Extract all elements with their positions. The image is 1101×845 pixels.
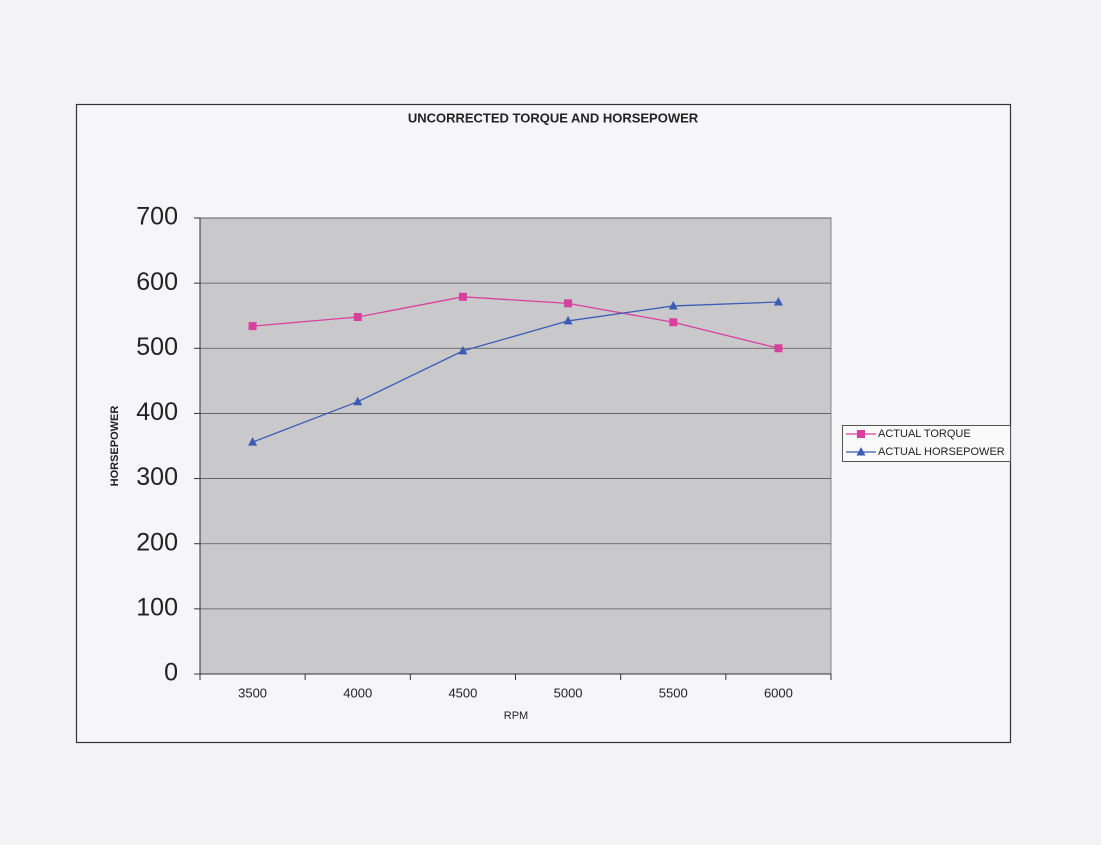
data-point [248, 437, 258, 446]
y-tick-label: 300 [136, 463, 178, 491]
y-tick-label: 200 [136, 528, 178, 556]
y-axis-title: HORSEPOWER [109, 406, 121, 487]
data-point [668, 300, 678, 310]
legend-label: ACTUAL TORQUE [878, 428, 971, 440]
data-point [564, 299, 573, 308]
y-tick-label: 600 [136, 268, 178, 296]
legend-marker [857, 430, 865, 438]
data-point [773, 297, 783, 306]
y-tick-label: 500 [136, 333, 178, 361]
data-point [458, 292, 467, 301]
y-tick-label: 400 [136, 398, 178, 426]
data-point [774, 344, 783, 353]
x-tick-label: 4000 [343, 685, 372, 700]
data-point [458, 345, 468, 355]
data-point [248, 322, 257, 331]
plot-area [199, 217, 832, 675]
x-tick-label: 6000 [764, 685, 793, 700]
data-point [353, 313, 362, 322]
legend-box [842, 425, 1011, 462]
y-tick-label: 0 [164, 659, 178, 687]
legend-label: ACTUAL HORSEPOWER [878, 446, 1005, 458]
y-tick-label: 700 [136, 203, 178, 231]
chart-title: UNCORRECTED TORQUE AND HORSEPOWER [408, 110, 699, 125]
series-line [252, 301, 779, 443]
x-tick-label: 5500 [659, 685, 688, 700]
x-tick-label: 5000 [554, 685, 583, 700]
x-axis-title: RPM [504, 710, 528, 722]
data-point [353, 396, 363, 406]
data-point [563, 315, 573, 325]
legend-marker [856, 447, 866, 456]
y-tick-label: 100 [136, 593, 178, 621]
x-tick-label: 3500 [238, 685, 267, 700]
data-point [669, 318, 678, 327]
x-tick-label: 4500 [448, 685, 477, 700]
series-line [252, 296, 779, 349]
